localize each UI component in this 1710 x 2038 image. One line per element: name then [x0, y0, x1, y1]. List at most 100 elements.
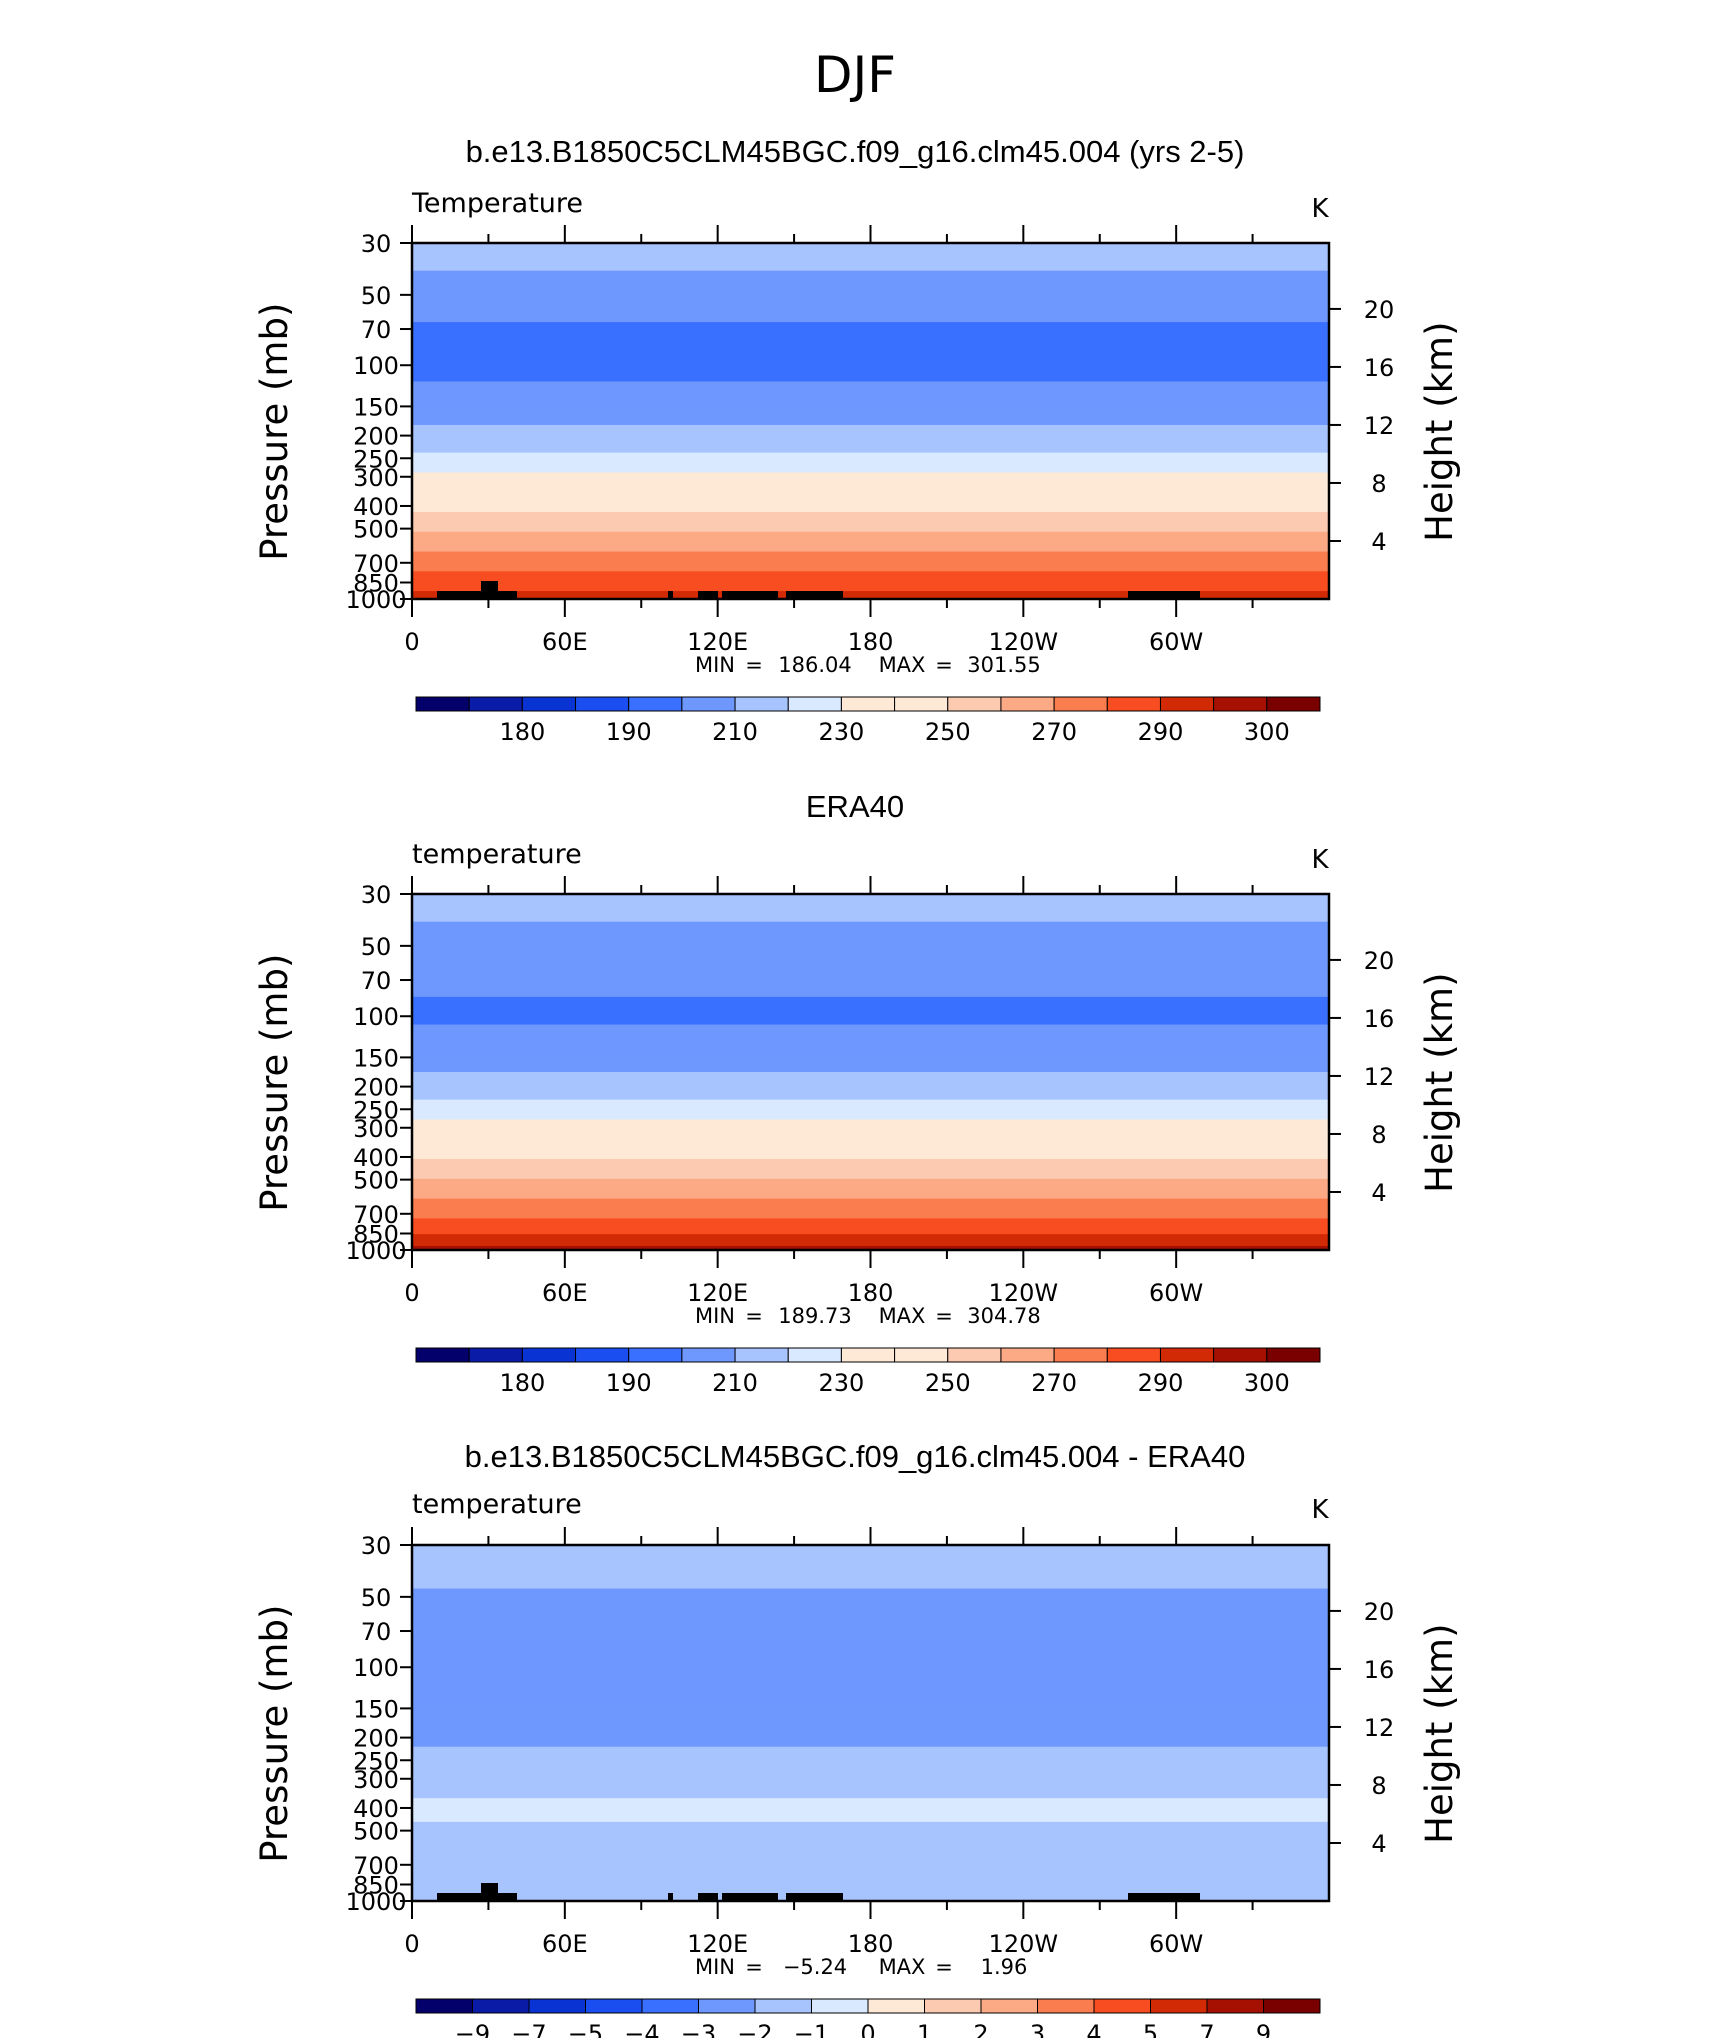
contour-band	[412, 1770, 1329, 1776]
contour-band	[412, 476, 1329, 481]
x-tick-label: 180	[848, 1279, 894, 1307]
topography-block	[668, 1893, 673, 1901]
contour-band	[412, 278, 1329, 284]
contour-band	[412, 397, 1329, 402]
y-right-tick-label: 8	[1371, 470, 1386, 498]
colorbar-box	[924, 1998, 982, 2014]
contour-band	[412, 1103, 1329, 1109]
contour-band	[412, 1000, 1329, 1006]
contour-band	[412, 1869, 1329, 1874]
y-tick-label: 500	[353, 516, 399, 544]
contour-band	[412, 1612, 1329, 1617]
contour-band	[412, 432, 1329, 438]
contour-band	[412, 511, 1329, 517]
colorbar-label: 270	[1031, 1369, 1077, 1397]
contour-band	[412, 1020, 1329, 1026]
contour-band	[412, 1821, 1329, 1827]
colorbar: 180 190 210 230 250 270 290 300	[415, 1347, 1321, 1397]
topography-block	[698, 1893, 718, 1901]
y-tick-label: 50	[361, 282, 392, 310]
contour-band	[412, 468, 1329, 474]
contour-band	[412, 1064, 1329, 1069]
contour-band	[412, 1178, 1329, 1184]
colorbar-box	[628, 1347, 683, 1363]
contour-band	[412, 274, 1329, 280]
contour-band	[412, 472, 1329, 477]
contour-band	[412, 1194, 1329, 1200]
colorbar-box	[468, 696, 523, 712]
contour-band	[412, 1206, 1329, 1212]
contour-band	[412, 298, 1329, 303]
colorbar-box	[585, 1998, 643, 2014]
colorbar-box	[1213, 1347, 1268, 1363]
contour-band	[412, 464, 1329, 470]
y-right-tick-label: 8	[1371, 1121, 1386, 1149]
colorbar-box	[787, 1347, 842, 1363]
colorbar-box	[1053, 1347, 1108, 1363]
y-tick-label: 250	[353, 445, 399, 473]
contour-band	[412, 1726, 1329, 1732]
contour-band	[412, 973, 1329, 978]
y-tick-label: 300	[353, 1766, 399, 1794]
colorbar-box	[867, 1998, 925, 2014]
contour-band	[412, 1139, 1329, 1144]
contour-band	[412, 508, 1329, 513]
colorbar-label: 180	[499, 1369, 545, 1397]
contour-band	[412, 1786, 1329, 1791]
y-tick-label: 30	[361, 881, 392, 909]
topography-block	[481, 1883, 498, 1901]
contour-band	[412, 1604, 1329, 1609]
contour-band	[412, 1135, 1329, 1140]
max-equals: =	[935, 1955, 953, 1979]
colorbar-label: 300	[1244, 718, 1290, 746]
x-tick-label: 120W	[989, 1930, 1059, 1958]
contour-band	[412, 1703, 1329, 1708]
contour-band	[412, 977, 1329, 982]
contour-band	[412, 1004, 1329, 1010]
contour-band	[412, 1238, 1329, 1243]
colorbar-box	[840, 696, 896, 712]
contour-band	[412, 1691, 1329, 1696]
contour-band	[412, 1778, 1329, 1783]
colorbar-box	[575, 696, 630, 712]
min-value: −5.24	[783, 1955, 847, 1979]
contour-band	[412, 492, 1329, 497]
contour-band	[412, 1564, 1329, 1570]
contour-band	[412, 917, 1329, 923]
colorbar-label: 180	[499, 718, 545, 746]
contour-band	[412, 551, 1329, 557]
y-tick-label: 70	[361, 316, 392, 344]
x-tick-label: 60W	[1149, 1930, 1203, 1958]
contour-band	[412, 357, 1329, 363]
contour-band	[412, 1147, 1329, 1152]
contour-band	[412, 484, 1329, 489]
max-label: MAX	[879, 653, 926, 677]
contour-band	[412, 1016, 1329, 1022]
colorbar-box	[468, 1347, 523, 1363]
y-axis-title: Pressure (mb)	[253, 303, 296, 561]
contour-band	[412, 1111, 1329, 1117]
contour-band	[412, 1155, 1329, 1160]
min-label: MIN	[695, 1955, 735, 1979]
contour-band	[412, 1242, 1329, 1247]
colorbar-label: −5	[568, 2020, 603, 2038]
colorbar-box	[1206, 1998, 1264, 2014]
contour-band	[412, 527, 1329, 533]
contour-band	[412, 567, 1329, 572]
contour-band	[412, 1028, 1329, 1034]
colorbar-box	[1000, 696, 1055, 712]
colorbar-box	[947, 696, 1002, 712]
contour-band	[412, 555, 1329, 561]
colorbar-box	[840, 1347, 896, 1363]
contour-band	[412, 421, 1329, 426]
contour-band	[412, 1877, 1329, 1882]
contour-band	[412, 1616, 1329, 1621]
contour-band	[412, 1584, 1329, 1590]
units-label: K	[1311, 194, 1329, 224]
y-right-tick-label: 16	[1364, 354, 1395, 382]
colorbar-box	[787, 696, 842, 712]
contour-band	[412, 349, 1329, 355]
contour-band	[412, 1825, 1329, 1831]
colorbar: 180 190 210 230 250 270 290 300	[415, 696, 1321, 746]
y-tick-label: 50	[361, 933, 392, 961]
